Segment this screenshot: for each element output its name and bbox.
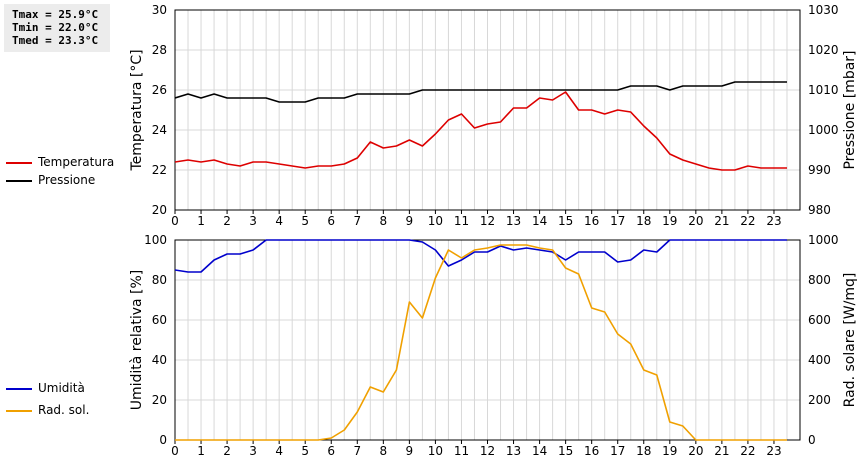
x-tick-label: 3	[249, 214, 257, 228]
y-tick-label: 24	[152, 123, 167, 137]
y-axis-title: Umidità relativa [%]	[129, 270, 145, 411]
x-tick-label: 8	[380, 444, 388, 458]
x-tick-label: 12	[480, 214, 495, 228]
legend-swatch-temperatura	[6, 161, 32, 164]
y2-tick-label: 1030	[808, 3, 839, 17]
legend-label-pressione: Pressione	[38, 173, 96, 187]
y2-tick-label: 800	[808, 273, 831, 287]
x-tick-label: 7	[353, 444, 361, 458]
y-tick-label: 100	[144, 233, 167, 247]
y2-tick-label: 980	[808, 203, 831, 217]
series-line-temperatura	[175, 91, 787, 171]
x-tick-label: 20	[688, 214, 703, 228]
y-tick-label: 30	[152, 3, 167, 17]
legend-umidita: Umidità	[6, 380, 85, 396]
series-line-rad-sol	[175, 244, 787, 441]
y-tick-label: 60	[152, 313, 167, 327]
legend-temperatura: Temperatura	[6, 154, 114, 170]
x-tick-label: 2	[223, 214, 231, 228]
x-tick-label: 15	[558, 444, 573, 458]
x-tick-label: 5	[301, 214, 309, 228]
series-line-umidit	[175, 239, 787, 273]
x-tick-label: 4	[275, 214, 283, 228]
tmin-label: Tmin = 22.0°C	[12, 21, 99, 34]
y2-axis-title: Pressione [mbar]	[842, 50, 858, 169]
stats-box: Tmax = 25.9°C Tmin = 22.0°C Tmed = 23.3°…	[4, 4, 110, 52]
y-tick-label: 20	[152, 393, 167, 407]
legend-pressione: Pressione	[6, 172, 95, 188]
x-tick-label: 5	[301, 444, 309, 458]
x-tick-label: 0	[171, 214, 179, 228]
x-tick-label: 13	[506, 214, 521, 228]
y2-tick-label: 1020	[808, 43, 839, 57]
y2-axis-title: Rad. solare [W/mq]	[842, 273, 858, 408]
x-tick-label: 15	[558, 214, 573, 228]
y2-tick-label: 400	[808, 353, 831, 367]
y2-tick-label: 200	[808, 393, 831, 407]
x-tick-label: 9	[406, 444, 414, 458]
x-tick-label: 12	[480, 444, 495, 458]
tmed-label: Tmed = 23.3°C	[12, 34, 99, 47]
x-tick-label: 17	[610, 444, 625, 458]
x-tick-label: 22	[740, 444, 755, 458]
x-tick-label: 3	[249, 444, 257, 458]
legend-label-rad-sol: Rad. sol.	[38, 403, 90, 417]
x-tick-label: 21	[714, 444, 729, 458]
y2-tick-label: 0	[808, 433, 816, 447]
y-tick-label: 80	[152, 273, 167, 287]
legend-swatch-rad-sol	[6, 409, 32, 412]
legend-label-temperatura: Temperatura	[38, 155, 115, 169]
y-tick-label: 20	[152, 203, 167, 217]
legend-rad-sol: Rad. sol.	[6, 402, 89, 418]
y-axis-title: Temperatura [°C]	[129, 49, 145, 171]
tmax-label: Tmax = 25.9°C	[12, 8, 99, 21]
x-tick-label: 7	[353, 214, 361, 228]
x-tick-label: 19	[662, 444, 677, 458]
series-line-pressione	[175, 81, 787, 103]
x-tick-label: 6	[327, 444, 335, 458]
x-tick-label: 6	[327, 214, 335, 228]
x-tick-label: 14	[532, 444, 547, 458]
legend-label-umidita: Umidità	[38, 381, 85, 395]
x-tick-label: 1	[197, 214, 205, 228]
x-tick-label: 1	[197, 444, 205, 458]
x-tick-label: 19	[662, 214, 677, 228]
y-tick-label: 28	[152, 43, 167, 57]
x-tick-label: 23	[766, 214, 781, 228]
x-tick-label: 13	[506, 444, 521, 458]
legend-swatch-pressione	[6, 179, 32, 182]
x-tick-label: 21	[714, 214, 729, 228]
x-tick-label: 0	[171, 444, 179, 458]
chart-panel-1: 0 1 2 3 4 5 6 7 8 9 10 11 12 13 14 15 16 17 18 19 20 21 22 2302…	[129, 233, 858, 458]
x-tick-label: 17	[610, 214, 625, 228]
y2-tick-label: 1000	[808, 123, 839, 137]
x-tick-label: 22	[740, 214, 755, 228]
x-tick-label: 16	[584, 444, 599, 458]
x-tick-label: 8	[380, 214, 388, 228]
y-tick-label: 0	[159, 433, 167, 447]
x-tick-label: 14	[532, 214, 547, 228]
x-tick-label: 10	[428, 444, 443, 458]
x-tick-label: 4	[275, 444, 283, 458]
x-tick-label: 10	[428, 214, 443, 228]
x-tick-label: 20	[688, 444, 703, 458]
x-tick-label: 2	[223, 444, 231, 458]
y2-tick-label: 1000	[808, 233, 839, 247]
y-tick-label: 22	[152, 163, 167, 177]
x-tick-label: 18	[636, 444, 651, 458]
y-tick-label: 40	[152, 353, 167, 367]
y2-tick-label: 990	[808, 163, 831, 177]
x-tick-label: 23	[766, 444, 781, 458]
y-tick-label: 26	[152, 83, 167, 97]
legend-swatch-umidita	[6, 387, 32, 390]
chart-panel-0: 0 1 2 3 4 5 6 7 8 9 10 11 12 13 14 15 16 17 18 19 20 21 22 2320…	[129, 3, 858, 228]
x-tick-label: 11	[454, 214, 469, 228]
x-tick-label: 18	[636, 214, 651, 228]
x-tick-label: 11	[454, 444, 469, 458]
x-tick-label: 16	[584, 214, 599, 228]
y2-tick-label: 600	[808, 313, 831, 327]
x-tick-label: 9	[406, 214, 414, 228]
y2-tick-label: 1010	[808, 83, 839, 97]
